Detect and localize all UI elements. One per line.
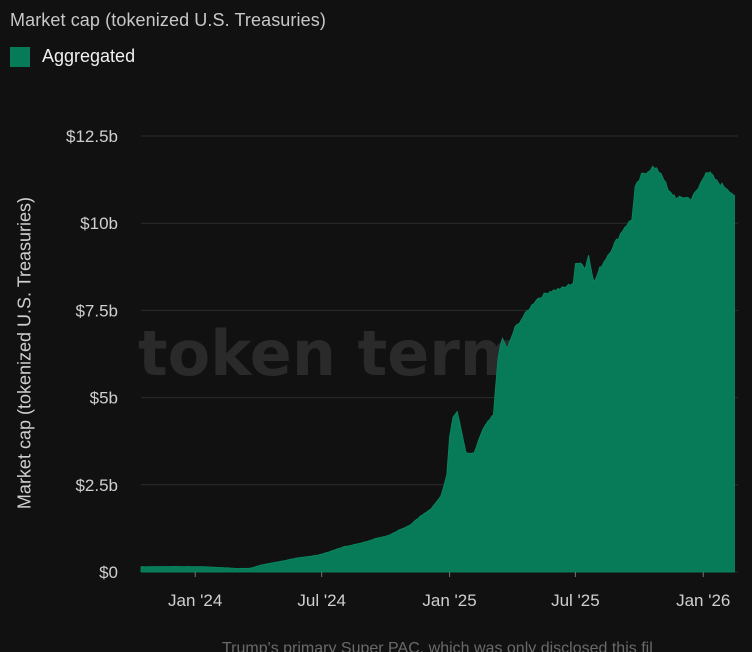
x-tick-label: Jan '26 — [676, 591, 730, 610]
cropped-article-text: Trump's primary Super PAC, which was onl… — [222, 638, 752, 652]
x-tick-label: Jul '25 — [551, 591, 600, 610]
x-tick-label: Jan '24 — [168, 591, 222, 610]
y-tick-label: $12.5b — [66, 127, 118, 146]
y-tick-label: $0 — [99, 563, 118, 582]
legend-label-aggregated: Aggregated — [42, 46, 136, 66]
x-tick-label: Jul '24 — [297, 591, 346, 610]
chart-title: Market cap (tokenized U.S. Treasuries) — [10, 10, 326, 30]
y-tick-label: $2.5b — [75, 476, 118, 495]
y-tick-label: $5b — [90, 389, 118, 408]
y-tick-label: $7.5b — [75, 301, 118, 320]
series-area-aggregated — [140, 165, 735, 573]
legend: Aggregated — [10, 46, 135, 67]
y-tick-label: $10b — [80, 214, 118, 233]
legend-swatch-aggregated — [10, 46, 30, 67]
cropped-article-line: Trump's primary Super PAC, which was onl… — [222, 640, 653, 652]
x-tick-label: Jan '25 — [422, 591, 476, 610]
